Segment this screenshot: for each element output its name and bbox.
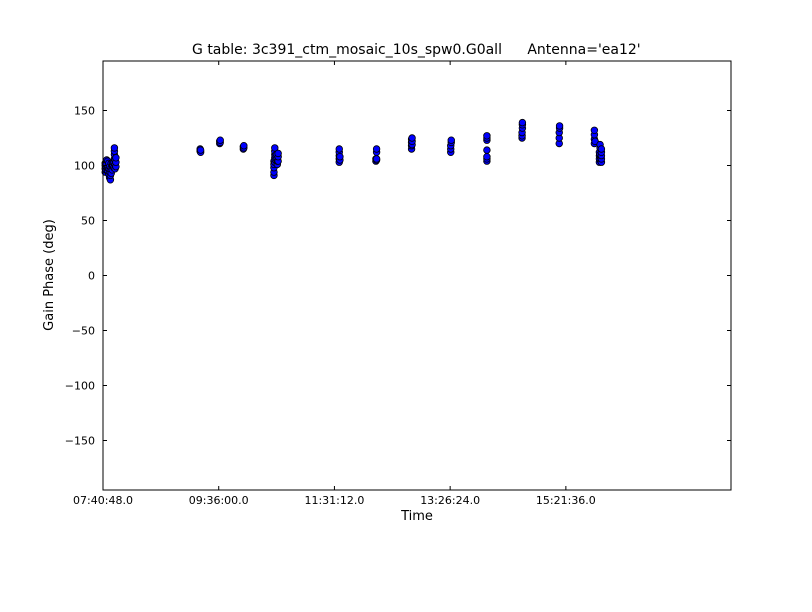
data-point <box>271 144 279 152</box>
y-tick-label: −50 <box>72 325 95 338</box>
data-point <box>590 126 599 134</box>
data-point <box>483 132 491 140</box>
data-point <box>216 136 224 144</box>
data-point <box>408 134 416 142</box>
x-tick-label: 11:31:12.0 <box>304 494 364 507</box>
x-tick-label: 15:21:36.0 <box>536 494 596 507</box>
data-point <box>196 146 205 154</box>
data-point <box>335 145 343 153</box>
x-tick-label: 13:26:24.0 <box>420 494 480 507</box>
data-point <box>240 141 248 150</box>
y-tick-label: 100 <box>74 160 95 173</box>
antenna-label: Antenna='ea12' <box>527 42 640 58</box>
y-tick-label: 0 <box>88 270 95 283</box>
data-points <box>101 118 606 184</box>
data-point <box>274 149 282 158</box>
data-point <box>555 122 564 130</box>
y-tick-labels: 150 100 50 0 −50 −100 −150 <box>65 105 95 448</box>
y-tick-label: −150 <box>65 435 95 448</box>
y-axis-label: Gain Phase (deg) <box>42 219 57 331</box>
x-tick-labels: 07:40:48.0 09:36:00.0 11:31:12.0 13:26:24.0… <box>73 494 596 507</box>
data-point <box>447 136 455 144</box>
x-axis-label: Time <box>400 509 433 524</box>
y-tick-label: −100 <box>65 380 95 393</box>
chart-title: G table: 3c391_ctm_mosaic_10s_spw0.G0all <box>192 42 502 58</box>
data-point <box>597 145 606 153</box>
data-point <box>591 137 599 145</box>
data-point <box>336 152 344 161</box>
x-tick-label: 09:36:00.0 <box>189 494 249 507</box>
data-point <box>518 118 527 127</box>
data-point <box>483 152 491 161</box>
plot-area <box>103 61 731 490</box>
y-tick-label: 150 <box>74 105 95 118</box>
data-point <box>372 145 381 153</box>
data-point <box>372 155 381 163</box>
plot-frame <box>102 60 732 491</box>
x-tick-label: 07:40:48.0 <box>73 494 133 507</box>
data-point <box>483 146 491 154</box>
data-point <box>112 154 120 162</box>
data-point <box>110 144 119 152</box>
y-tick-label: 50 <box>81 215 95 228</box>
